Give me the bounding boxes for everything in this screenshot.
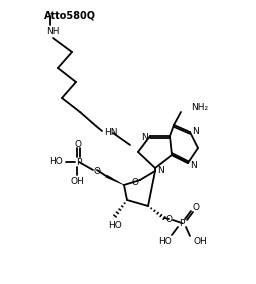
Text: O: O (93, 166, 101, 176)
Text: HO: HO (108, 220, 122, 229)
Text: Atto580Q: Atto580Q (44, 10, 96, 20)
Text: O: O (165, 216, 173, 224)
Text: NH₂: NH₂ (191, 103, 208, 112)
Text: NH: NH (46, 26, 59, 36)
Text: N: N (142, 133, 148, 141)
Text: N: N (193, 126, 199, 135)
Text: OH: OH (70, 176, 84, 185)
Text: N: N (157, 166, 163, 174)
Text: O: O (74, 139, 81, 149)
Text: P: P (76, 158, 82, 166)
Text: O: O (132, 178, 138, 187)
Text: O: O (193, 204, 199, 212)
Text: OH: OH (194, 237, 208, 247)
Text: HO: HO (49, 156, 63, 166)
Text: N: N (191, 160, 197, 170)
Text: HN: HN (104, 128, 118, 137)
Polygon shape (105, 175, 124, 185)
Text: HO: HO (158, 237, 172, 245)
Text: P: P (179, 218, 185, 227)
